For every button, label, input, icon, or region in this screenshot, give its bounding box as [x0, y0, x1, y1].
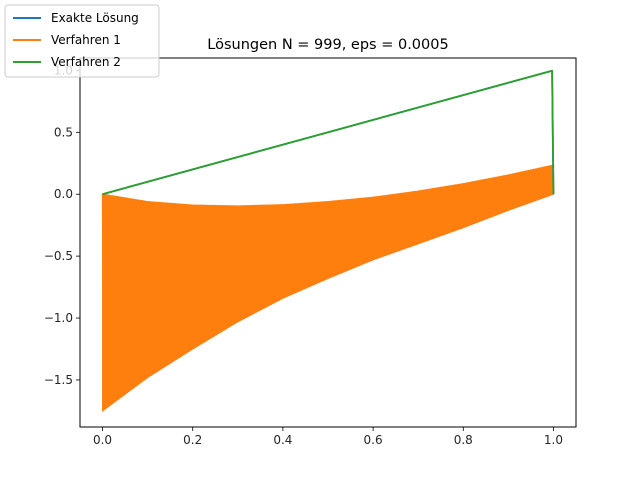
y-tick-label: 0.5 — [54, 125, 73, 139]
x-tick-label: 0.8 — [454, 433, 473, 447]
legend-label: Exakte Lösung — [51, 11, 139, 25]
x-axis: 0.0 0.2 0.4 0.6 0.8 1.0 — [93, 427, 563, 447]
plot-area — [101, 69, 555, 412]
y-tick-label: −0.5 — [44, 249, 73, 263]
axes-frame — [79, 57, 577, 428]
series-line-verfahren-2 — [102, 69, 555, 196]
y-tick-label: 0.0 — [54, 187, 73, 201]
y-tick-label: −1.0 — [44, 311, 73, 325]
chart-title: Lösungen N = 999, eps = 0.0005 — [207, 37, 448, 53]
x-tick-label: 0.2 — [183, 433, 202, 447]
legend-box — [4, 4, 160, 78]
x-tick-label: 0.6 — [364, 433, 383, 447]
y-tick-label: −1.5 — [44, 373, 73, 387]
legend: Exakte Lösung Verfahren 1 Verfahren 2 — [4, 4, 160, 78]
axes-border — [79, 57, 577, 428]
x-tick-label: 1.0 — [544, 433, 563, 447]
legend-label: Verfahren 1 — [51, 33, 121, 47]
legend-label: Verfahren 2 — [51, 55, 121, 69]
x-tick-label: 0.0 — [93, 433, 112, 447]
x-tick-label: 0.4 — [273, 433, 292, 447]
